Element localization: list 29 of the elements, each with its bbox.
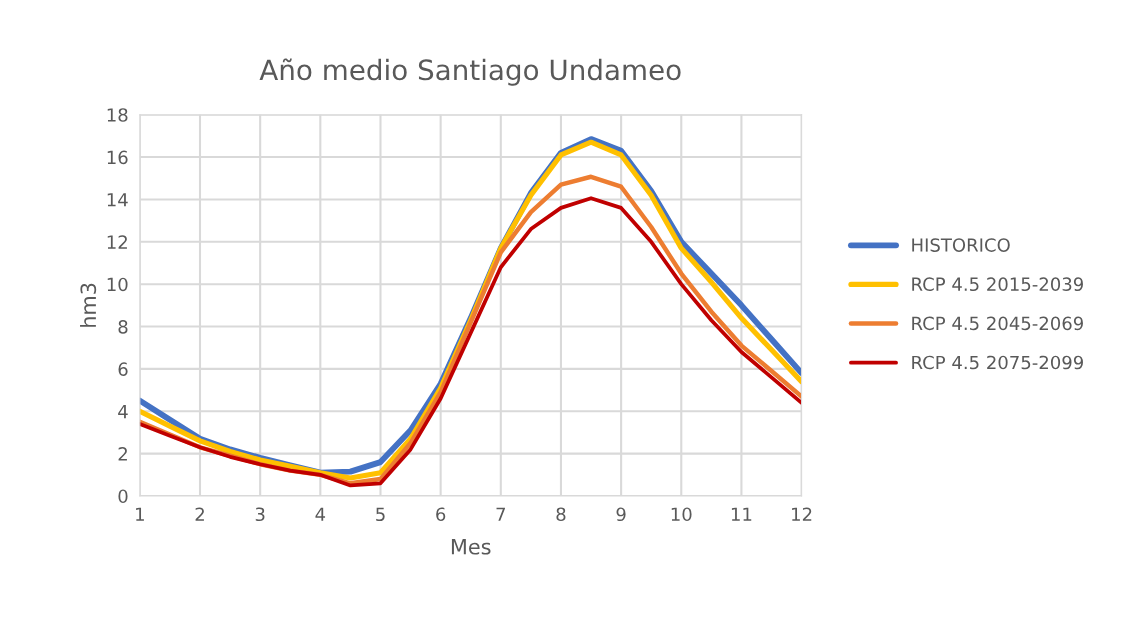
y-tick-label: 0 (118, 489, 128, 504)
x-tick-label: 5 (376, 507, 385, 522)
legend-label: RCP 4.5 2045-2069 (912, 316, 1083, 331)
y-tick-label: 4 (118, 404, 128, 419)
x-tick-label: 3 (255, 507, 265, 522)
y-tick-label: 14 (107, 193, 128, 207)
x-tick-label: 2 (195, 507, 204, 521)
x-tick-label: 7 (496, 507, 505, 521)
x-tick-label: 12 (792, 507, 812, 521)
legend-label: RCP 4.5 2015-2039 (912, 277, 1083, 292)
y-tick-label: 10 (107, 277, 128, 292)
x-tick-label: 4 (315, 507, 326, 521)
legend-label: RCP 4.5 2075-2099 (912, 355, 1083, 370)
y-tick-label: 6 (118, 362, 128, 377)
x-tick-label: 6 (436, 507, 446, 522)
x-tick-label: 11 (731, 507, 752, 521)
chart-title: Año medio Santiago Undameo (259, 58, 681, 86)
x-axis-title: Mes (451, 539, 491, 555)
y-tick-label: 18 (107, 108, 128, 122)
y-tick-label: 12 (107, 235, 127, 249)
y-axis-title: hm3 (80, 283, 97, 327)
x-tick-label: 1 (136, 507, 144, 521)
legend-label: HISTORICO (912, 238, 1010, 252)
x-tick-label: 8 (556, 507, 566, 522)
x-tick-label: 10 (671, 507, 692, 522)
y-tick-label: 8 (118, 319, 128, 334)
x-tick-label: 9 (616, 507, 626, 522)
y-tick-label: 2 (118, 447, 127, 461)
y-tick-label: 16 (107, 150, 128, 165)
